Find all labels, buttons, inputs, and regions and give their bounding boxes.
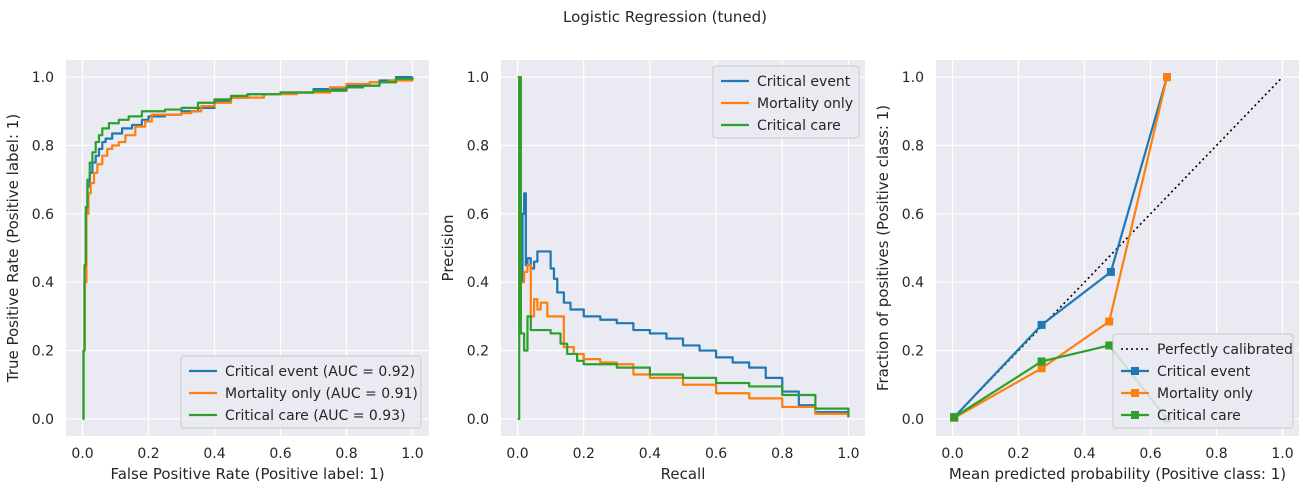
series-critical-care [517,75,850,421]
legend-label: Critical care [1157,408,1241,424]
series-mortality-only-auc-0-91 [82,77,414,421]
data-point [1106,267,1115,276]
data-point [1105,317,1114,326]
legend-label: Perfectly calibrated [1157,342,1293,358]
figure-title: Logistic Regression (tuned) [563,8,767,26]
y-tick-label: 0.6 [32,207,54,223]
legend-box [1112,333,1294,429]
series-line [951,76,1284,420]
legend-label: Critical event (AUC = 0.92) [225,364,415,380]
x-tick-label: 1.0 [837,446,859,462]
y-tick-label: 0.6 [902,207,924,223]
series-line [953,76,1169,419]
x-tick-label: 0.6 [269,446,291,462]
series-mortality-only [517,75,850,418]
x-axis-label: Recall [661,465,706,483]
series-perfectly-calibrated [951,76,1284,420]
series-critical-event [517,75,850,417]
y-tick-label: 0.6 [467,207,489,223]
y-tick-label: 0.8 [902,138,924,154]
y-tick-label: 1.0 [902,70,924,86]
y-tick-label: 0.0 [467,412,489,428]
x-tick-label: 0.2 [137,446,159,462]
data-point [1163,73,1171,82]
y-tick-label: 0.2 [467,344,489,360]
x-tick-label: 0.4 [203,446,225,462]
legend: Critical event (AUC = 0.92) Mortality onl… [180,355,422,429]
legend-label: Mortality only (AUC = 0.91) [225,386,418,402]
data-point [1037,320,1046,329]
data-point [950,413,959,422]
series-line [517,75,850,418]
y-axis-label: True Positive Rate (Positive label: 1) [4,114,22,383]
y-tick-label: 0.0 [32,412,54,428]
x-tick-label: 0.6 [1139,446,1161,462]
legend: Perfectly calibrated Critical event Mortal… [1112,333,1294,429]
legend: Critical event Mortality only Critical car… [712,65,860,139]
legend-box [712,65,860,139]
x-tick-label: 0.0 [71,446,93,462]
y-tick-label: 0.4 [32,275,54,291]
y-tick-label: 0.0 [902,412,924,428]
series-line [82,77,414,421]
y-tick-label: 0.8 [467,138,489,154]
legend-marker [1131,367,1139,375]
data-point [1037,364,1046,373]
y-axis-label: Precision [439,215,457,282]
legend-label: Mortality only [1157,386,1253,402]
x-tick-label: 0.2 [1007,446,1029,462]
series-line [953,76,1169,418]
series-line [517,75,850,417]
series-line [82,77,414,421]
subplot-precision-recall: 0.0 0.2 0.4 0.6 0.8 1.0 0.0 0.2 0.4 0.6 0.8 1.0 Reca… [439,60,865,483]
x-tick-label: 0.8 [335,446,357,462]
x-tick-label: 1.0 [1271,446,1293,462]
y-tick-label: 0.4 [467,275,489,291]
series-critical-care-auc-0-93 [82,77,414,421]
y-axis-label: Fraction of positives (Positive class: 1… [874,105,892,391]
legend-marker [1131,411,1139,419]
x-tick-label: 0.0 [506,446,528,462]
y-tick-label: 0.2 [32,344,54,360]
x-tick-label: 0.8 [1205,446,1227,462]
x-tick-label: 0.4 [1073,446,1095,462]
y-tick-label: 0.2 [902,344,924,360]
subplots: 0.0 0.2 0.4 0.6 0.8 1.0 0.0 0.2 0.4 0.6 0.8 1.0 Fals… [4,60,1299,483]
x-tick-label: 0.8 [771,446,793,462]
legend-box [180,355,422,429]
legend-marker [1131,389,1139,397]
y-tick-label: 1.0 [32,70,54,86]
y-tick-label: 0.8 [32,138,54,154]
series-line [517,75,850,421]
legend-label: Mortality only [757,96,853,112]
x-tick-label: 0.4 [639,446,661,462]
legend-label: Critical care (AUC = 0.93) [225,408,406,424]
data-point [1037,357,1046,366]
y-tick-label: 0.4 [902,275,924,291]
x-tick-label: 0.0 [941,446,963,462]
subplot-calibration: 0.0 0.2 0.4 0.6 0.8 1.0 0.0 0.2 0.4 0.6 0.8 1.0 Mean… [874,60,1299,483]
legend-label: Critical care [757,118,841,134]
x-axis-label: Mean predicted probability (Positive cla… [949,465,1286,483]
legend-label: Critical event [1157,364,1251,380]
legend-label: Critical event [757,74,851,90]
y-tick-label: 1.0 [467,70,489,86]
subplot-roc: 0.0 0.2 0.4 0.6 0.8 1.0 0.0 0.2 0.4 0.6 0.8 1.0 Fals… [4,60,429,483]
x-tick-label: 1.0 [401,446,423,462]
x-axis-label: False Positive Rate (Positive label: 1) [110,465,384,483]
data-point [1105,341,1114,350]
x-tick-label: 0.2 [573,446,595,462]
x-tick-label: 0.6 [705,446,727,462]
